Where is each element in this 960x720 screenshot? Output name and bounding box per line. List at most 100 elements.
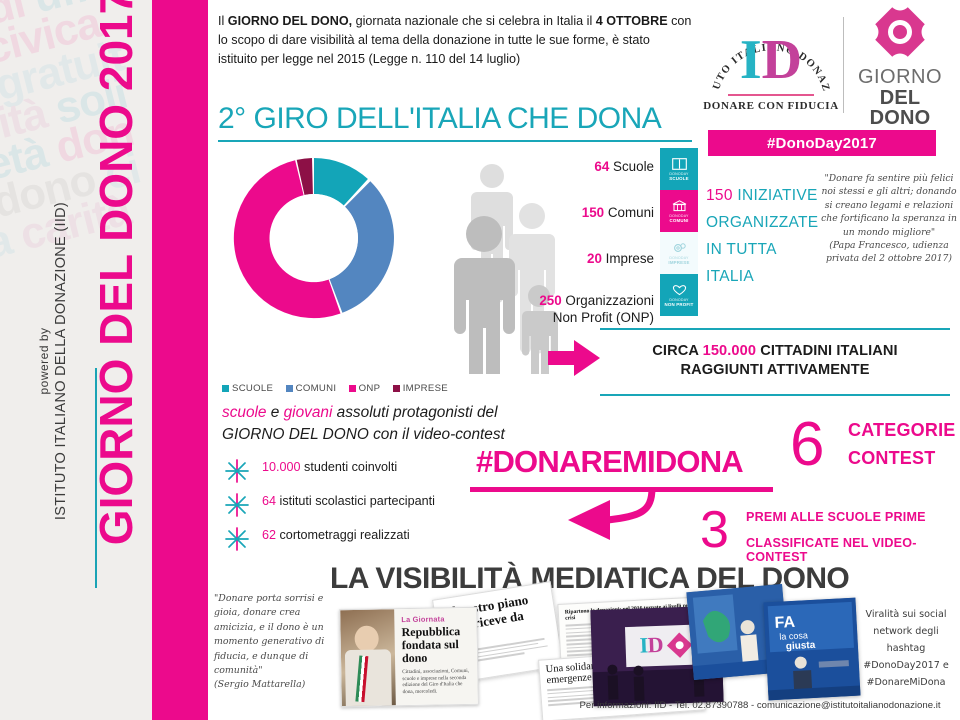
asterisk-icon bbox=[225, 459, 249, 483]
section-heading-giro: 2° GIRO DELL'ITALIA CHE DONA bbox=[218, 102, 662, 135]
badge-top-scuole: DONODAY bbox=[669, 171, 689, 176]
intro-bold2: 4 OTTOBRE bbox=[595, 14, 668, 28]
arrow-curve-left-icon bbox=[568, 487, 656, 540]
circa-pre: CIRCA bbox=[652, 343, 703, 359]
badge-comuni: DONODAY COMUNI bbox=[660, 190, 698, 232]
clip-photo bbox=[340, 609, 396, 708]
bullet-text-1: 10.000 studenti coinvolti bbox=[262, 460, 398, 474]
tv-studio-icon: FA la cosa giusta bbox=[763, 597, 861, 701]
svg-text:D: D bbox=[647, 632, 664, 658]
legend-item-comuni: COMUNI bbox=[285, 383, 337, 394]
viral-line3: hashtag bbox=[886, 643, 926, 654]
footer-contact: Per informazioni: IID - Tel. 02.87390788… bbox=[579, 700, 941, 711]
logo-divider bbox=[843, 17, 844, 113]
svg-text:I: I bbox=[639, 632, 648, 657]
iniziative-block: 150 INIZIATIVE ORGANIZZATE IN TUTTA ITAL… bbox=[706, 182, 826, 290]
clip-headline: Repubblica fondata sul dono bbox=[401, 624, 461, 666]
gdd-line2: DEL DONO bbox=[869, 86, 931, 130]
papa-francesco-quote: "Donare fa sentire più felici noi stessi… bbox=[820, 172, 958, 266]
book-icon bbox=[671, 157, 687, 170]
bullet-text-3: 62 cortometraggi realizzati bbox=[262, 528, 410, 542]
badge-label-scuole: SCUOLE bbox=[669, 175, 689, 181]
svg-text:la cosa: la cosa bbox=[779, 630, 808, 641]
circa-rule-bottom bbox=[600, 394, 950, 396]
sidebar-credit: powered by ISTITUTO ITALIANO DELLA DONAZ… bbox=[37, 146, 69, 576]
heading-underline bbox=[218, 140, 692, 142]
circa-rule-top bbox=[600, 328, 950, 330]
premi-label2: CLASSIFICATE NEL VIDEO-CONTEST bbox=[746, 536, 917, 564]
scuole-hl1: scuole bbox=[222, 404, 267, 421]
badge-top-imprese: DONODAY bbox=[669, 255, 689, 260]
badge-label-comuni: COMUNI bbox=[669, 217, 689, 223]
viral-line1: Viralità sui social bbox=[865, 609, 947, 620]
badge-top-comuni: DONODAY bbox=[669, 213, 689, 218]
iid-rule bbox=[728, 94, 814, 96]
sidebar-background: dono di ufficiale civica 2017 gratuità c… bbox=[0, 0, 152, 720]
badge-nonprofit: DONODAY NON PROFIT bbox=[660, 274, 698, 316]
viral-line2: network degli bbox=[873, 626, 939, 637]
stat-comuni: 150 Comuni bbox=[581, 205, 654, 220]
clip-subtext: Cittadini, associazioni, Comuni, scuole … bbox=[402, 667, 470, 695]
hashtag-donaremidona: #DONAREMIDONA bbox=[476, 444, 744, 479]
categories-label1: CATEGORIE bbox=[848, 420, 956, 440]
sidebar-powered-by: powered by bbox=[37, 327, 51, 395]
stat-onp: 250 Organizzazioni Non Profit (ONP) bbox=[539, 293, 654, 325]
badge-top-nonprofit: DONODAY bbox=[669, 297, 689, 302]
scuole-lead-text: scuole e giovani assoluti protagonisti d… bbox=[222, 402, 522, 446]
papa-quote-text: "Donare fa sentire più felici noi stessi… bbox=[821, 173, 957, 238]
bullet-item-2: 64 istituti scolastici partecipanti bbox=[224, 490, 514, 524]
iniziative-line1: 150 INIZIATIVE bbox=[706, 187, 818, 204]
people-pictogram-icon bbox=[454, 164, 558, 374]
scuole-mid: e bbox=[266, 404, 284, 421]
hashtag-underline bbox=[470, 487, 773, 492]
stat-scuole: 64 Scuole bbox=[594, 159, 654, 174]
iid-arc-icon: ISTITUTO ITALIANO DONAZIONE bbox=[710, 12, 830, 94]
iid-letters: ID bbox=[739, 29, 803, 91]
press-clipping-repubblica: La Giornata Repubblica fondata sul dono … bbox=[339, 606, 479, 708]
viral-line4: #DonoDay2017 e bbox=[863, 660, 949, 671]
scuole-rest: assoluti protagonisti del bbox=[332, 404, 498, 421]
mattarella-quote-text: "Donare porta sorrisi e gioia, donare cr… bbox=[214, 593, 325, 677]
donut-segment-imprese bbox=[296, 158, 313, 195]
papa-quote-attribution: (Papa Francesco, udienza privata del 2 o… bbox=[826, 240, 952, 265]
intro-paragraph: Il GIORNO DEL DONO, giornata nazionale c… bbox=[218, 12, 692, 69]
mattarella-quote: "Donare porta sorrisi e gioia, donare cr… bbox=[214, 592, 334, 693]
asterisk-icon bbox=[225, 527, 249, 551]
clip-kicker: La Giornata bbox=[401, 614, 445, 625]
giorno-del-dono-logo: GIORNO DEL DONO bbox=[850, 1, 950, 128]
svg-text:FA: FA bbox=[774, 614, 796, 632]
legend-item-imprese: IMPRESE bbox=[392, 383, 448, 394]
gear-icon bbox=[673, 242, 686, 252]
viral-line5: #DonareMiDona bbox=[866, 677, 946, 688]
intro-part1: Il bbox=[218, 14, 228, 28]
scuole-line2: GIORNO DEL DONO con il video-contest bbox=[222, 426, 505, 443]
circa-line2: RAGGIUNTI ATTIVAMENTE bbox=[680, 362, 870, 378]
iid-logo: ISTITUTO ITALIANO DONAZIONE ID DONARE CO… bbox=[702, 6, 838, 124]
donut-segment-scuole bbox=[314, 158, 368, 206]
bullet-item-3: 62 cortometraggi realizzati bbox=[224, 524, 514, 558]
heart-icon bbox=[672, 284, 686, 295]
hashtag-banner: #DonoDay2017 bbox=[708, 130, 936, 156]
badge-imprese: DONODAY IMPRESE bbox=[660, 232, 698, 274]
donut-segment-onp bbox=[233, 160, 341, 319]
sidebar-title: GIORNO DEL DONO 2017 bbox=[90, 0, 142, 546]
categories-label2: CONTEST bbox=[848, 448, 936, 468]
svg-text:giusta: giusta bbox=[786, 640, 816, 653]
scuole-hl2: giovani bbox=[283, 404, 333, 421]
viral-text-block: Viralità sui social network degli hashta… bbox=[852, 606, 960, 691]
sidebar-organization: ISTITUTO ITALIANO DELLA DONAZIONE (IID) bbox=[53, 201, 69, 521]
intro-part3: con lo scopo di dare visibilità al tema … bbox=[218, 14, 692, 66]
circa-post: CITTADINI ITALIANI bbox=[756, 343, 898, 359]
gdd-line1: GIORNO bbox=[857, 66, 943, 89]
intro-part2: giornata nazionale che si celebra in Ita… bbox=[352, 14, 596, 28]
intro-bold1: GIORNO DEL DONO, bbox=[227, 14, 353, 28]
stat-imprese: 20 Imprese bbox=[587, 251, 654, 266]
chart-legend: SCUOLE COMUNI ONP IMPRESE bbox=[222, 383, 448, 394]
diamond-flower-icon bbox=[856, 1, 944, 68]
legend-item-scuole: SCUOLE bbox=[222, 383, 273, 394]
iniziative-line3: IN TUTTA ITALIA bbox=[706, 241, 776, 285]
badge-strip: DONODAY SCUOLE DONODAY COMUNI DONODAY IM… bbox=[660, 148, 698, 316]
asterisk-icon bbox=[225, 493, 249, 517]
sidebar-divider bbox=[95, 368, 97, 588]
